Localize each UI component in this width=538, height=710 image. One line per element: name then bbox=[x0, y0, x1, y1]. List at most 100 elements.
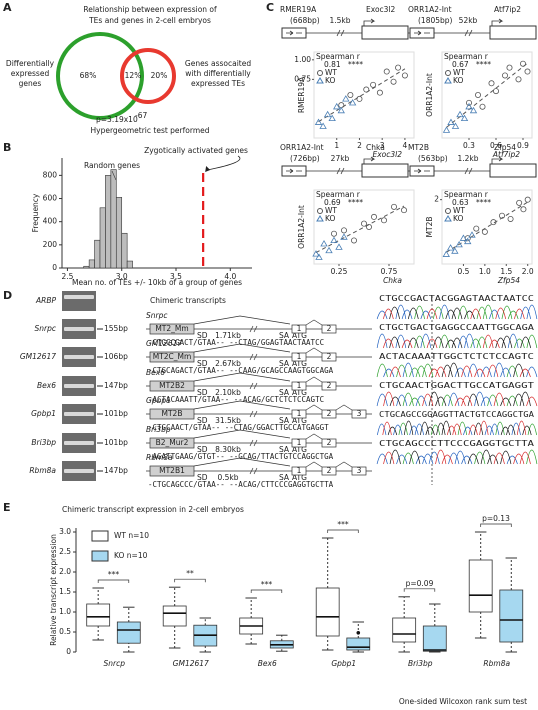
point bbox=[501, 72, 508, 79]
y-tick-label: 0.5 bbox=[59, 627, 71, 636]
point bbox=[363, 86, 370, 93]
junction-sequence: -CTGCAGACT/GTAA-- --CAAG/GCAGCCAAGTGGCAG… bbox=[148, 366, 334, 375]
significance: ** bbox=[186, 569, 194, 578]
gel-band bbox=[64, 355, 94, 359]
x-tick-label: 3 bbox=[380, 141, 385, 150]
panel-label: D bbox=[3, 289, 12, 302]
exon bbox=[321, 381, 337, 391]
significance-bracket bbox=[174, 578, 206, 583]
trace bbox=[382, 420, 527, 436]
point bbox=[370, 81, 377, 88]
trace bbox=[414, 304, 519, 320]
legend-label: WT bbox=[453, 206, 465, 215]
te-box bbox=[149, 437, 195, 449]
point bbox=[465, 102, 473, 110]
point bbox=[335, 243, 343, 250]
y-tick-label: 3.0 bbox=[59, 527, 71, 536]
bar bbox=[94, 239, 101, 269]
tss-arrow bbox=[363, 18, 376, 26]
box bbox=[422, 625, 447, 652]
p-value: p=3.19x10 bbox=[96, 115, 138, 124]
diagram-gene: Bex6 bbox=[146, 368, 165, 377]
exon-number: 2 bbox=[327, 409, 332, 418]
annotation-arrow bbox=[207, 155, 241, 171]
box bbox=[346, 637, 371, 651]
y-tick-label: 2 bbox=[434, 195, 439, 204]
trace bbox=[389, 335, 531, 349]
y-tick-label: 2.0 bbox=[59, 567, 71, 576]
x-tick-label: GM12617 bbox=[173, 659, 209, 668]
panel-label: B bbox=[3, 141, 11, 154]
legend-label: KO bbox=[453, 214, 464, 223]
break-mark bbox=[464, 29, 473, 37]
x-tick-label: 1.5 bbox=[500, 267, 512, 276]
point bbox=[325, 246, 333, 254]
point bbox=[360, 220, 367, 227]
y-tick-label: 0 bbox=[66, 647, 71, 656]
point bbox=[383, 68, 390, 75]
x-tick-label: 4 bbox=[403, 141, 408, 150]
te-box bbox=[149, 408, 195, 420]
x-tick-label: Bex6 bbox=[258, 659, 277, 668]
diagram-gene: GM12617 bbox=[146, 339, 182, 348]
trace-sequence: ACTACAAATTGGCTCTCTCCAGTC bbox=[379, 352, 534, 361]
plot-frame bbox=[313, 51, 415, 139]
stat-sig: **** bbox=[348, 60, 363, 69]
te-arrows bbox=[414, 30, 430, 36]
point bbox=[340, 227, 347, 234]
venn-circle-left bbox=[56, 32, 144, 120]
x-tick-label: 3.5 bbox=[170, 272, 182, 281]
trace-sequence: CTGCAGCCGGAGGTTACTGTCCAGGCTGA bbox=[379, 410, 535, 419]
legend-marker bbox=[316, 215, 324, 222]
venn-label: genes bbox=[19, 79, 42, 88]
legend-marker bbox=[316, 77, 324, 84]
trace bbox=[383, 449, 531, 465]
point bbox=[468, 231, 476, 238]
significance: *** bbox=[108, 570, 120, 579]
x-tick-label: 0.25 bbox=[331, 267, 348, 276]
stat-sig: **** bbox=[476, 60, 491, 69]
trace bbox=[383, 307, 525, 320]
gene-box bbox=[489, 163, 537, 178]
trend-line bbox=[446, 201, 528, 253]
distance: 8.30kb bbox=[215, 445, 241, 454]
distance: 1.5kb bbox=[329, 16, 350, 25]
band-size: 147bp bbox=[104, 381, 128, 390]
point bbox=[474, 92, 481, 99]
exon bbox=[291, 438, 307, 448]
atg-label: ATG bbox=[292, 416, 307, 425]
point bbox=[315, 253, 323, 260]
annotation-line bbox=[111, 170, 117, 181]
sd-label: SD bbox=[197, 388, 208, 397]
gel-gene: Rbm8a bbox=[29, 466, 56, 475]
legend-swatch bbox=[91, 530, 109, 542]
sa-label: SA bbox=[279, 416, 290, 425]
break-mark bbox=[464, 167, 473, 175]
point bbox=[451, 247, 459, 254]
te-arrows bbox=[414, 168, 430, 174]
venn-value: 68% bbox=[80, 71, 97, 80]
trace bbox=[383, 334, 500, 349]
stat-value: 0.69 bbox=[324, 198, 341, 207]
point bbox=[516, 199, 523, 206]
splice-line bbox=[335, 404, 353, 411]
te-size: (668bp) bbox=[290, 16, 320, 25]
sa-label: SA bbox=[279, 359, 290, 368]
point bbox=[380, 217, 387, 224]
point bbox=[479, 103, 486, 110]
te-name: MT2C_Mm bbox=[153, 352, 192, 361]
legend-label: WT bbox=[325, 68, 337, 77]
y-axis-label: MT2B bbox=[425, 217, 434, 238]
band-size: 101bp bbox=[104, 438, 128, 447]
x-axis-label: Atf7ip2 bbox=[492, 150, 520, 159]
point bbox=[464, 237, 472, 245]
trace bbox=[376, 391, 492, 407]
gene-name: Chka bbox=[366, 143, 385, 152]
trace bbox=[414, 334, 538, 349]
distance: 27kb bbox=[331, 154, 350, 163]
legend-marker bbox=[445, 208, 451, 214]
significance: p=0.13 bbox=[482, 514, 510, 523]
junction-sequence: -CTGCAACT/GTAA-- --CTAG/GGACTTGCCATGAGGT bbox=[148, 423, 329, 432]
splice-line bbox=[193, 343, 291, 353]
point bbox=[460, 114, 469, 122]
